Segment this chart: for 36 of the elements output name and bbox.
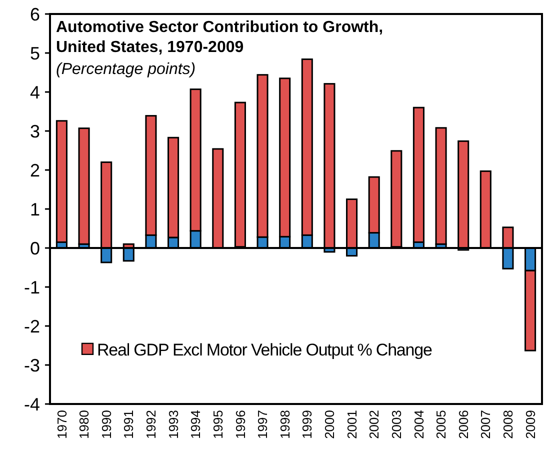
x-tick-label: 1995 <box>210 410 226 439</box>
x-tick-label: 1998 <box>277 410 292 439</box>
x-tick-label: 2005 <box>434 410 449 439</box>
y-tick-label: -2 <box>24 316 40 336</box>
text: Automotive Sector Contribution to Growth, United States, 1970-2009 <box>56 19 384 56</box>
x-tick-label: 2008 <box>500 410 516 439</box>
y-tick-label: -1 <box>24 277 40 298</box>
y-tick-label: 2 <box>30 160 40 180</box>
y-tick-label: 5 <box>30 43 40 64</box>
y-tick-label: -3 <box>24 355 40 376</box>
x-tick-label: 1992 <box>144 410 159 439</box>
x-tick-label: 1993 <box>166 410 181 439</box>
x-tick-label: 1999 <box>300 410 315 439</box>
x-tick-label: 1991 <box>121 410 136 439</box>
text: (Percentage points) <box>56 61 196 78</box>
x-tick-label: 2009 <box>522 410 538 439</box>
x-tick-label: 2002 <box>366 410 382 439</box>
x-tick-label: 2004 <box>411 410 426 439</box>
y-tick-label: 4 <box>30 82 40 102</box>
x-tick-label: 2007 <box>478 410 494 439</box>
x-tick-label: 1996 <box>232 410 248 439</box>
x-tick-label: 2001 <box>344 410 360 439</box>
legend-label: Real GDP Excl Motor Vehicle Output % Change <box>97 340 432 360</box>
x-tick-label: 2000 <box>322 410 338 439</box>
x-tick-label: 2006 <box>456 410 471 439</box>
y-tick-label: 0 <box>30 238 40 258</box>
y-tick-label: -4 <box>24 394 40 414</box>
y-tick-label: 3 <box>30 121 40 142</box>
x-tick-label: 1990 <box>98 410 114 439</box>
y-tick-label: 1 <box>30 199 40 220</box>
x-tick-label: 1997 <box>255 410 270 439</box>
x-tick-label: 1980 <box>76 410 92 439</box>
y-tick-label: 6 <box>30 4 40 24</box>
x-tick-label: 1970 <box>54 410 70 439</box>
x-tick-label: 2003 <box>388 410 404 439</box>
x-tick-label: 1994 <box>188 410 204 439</box>
